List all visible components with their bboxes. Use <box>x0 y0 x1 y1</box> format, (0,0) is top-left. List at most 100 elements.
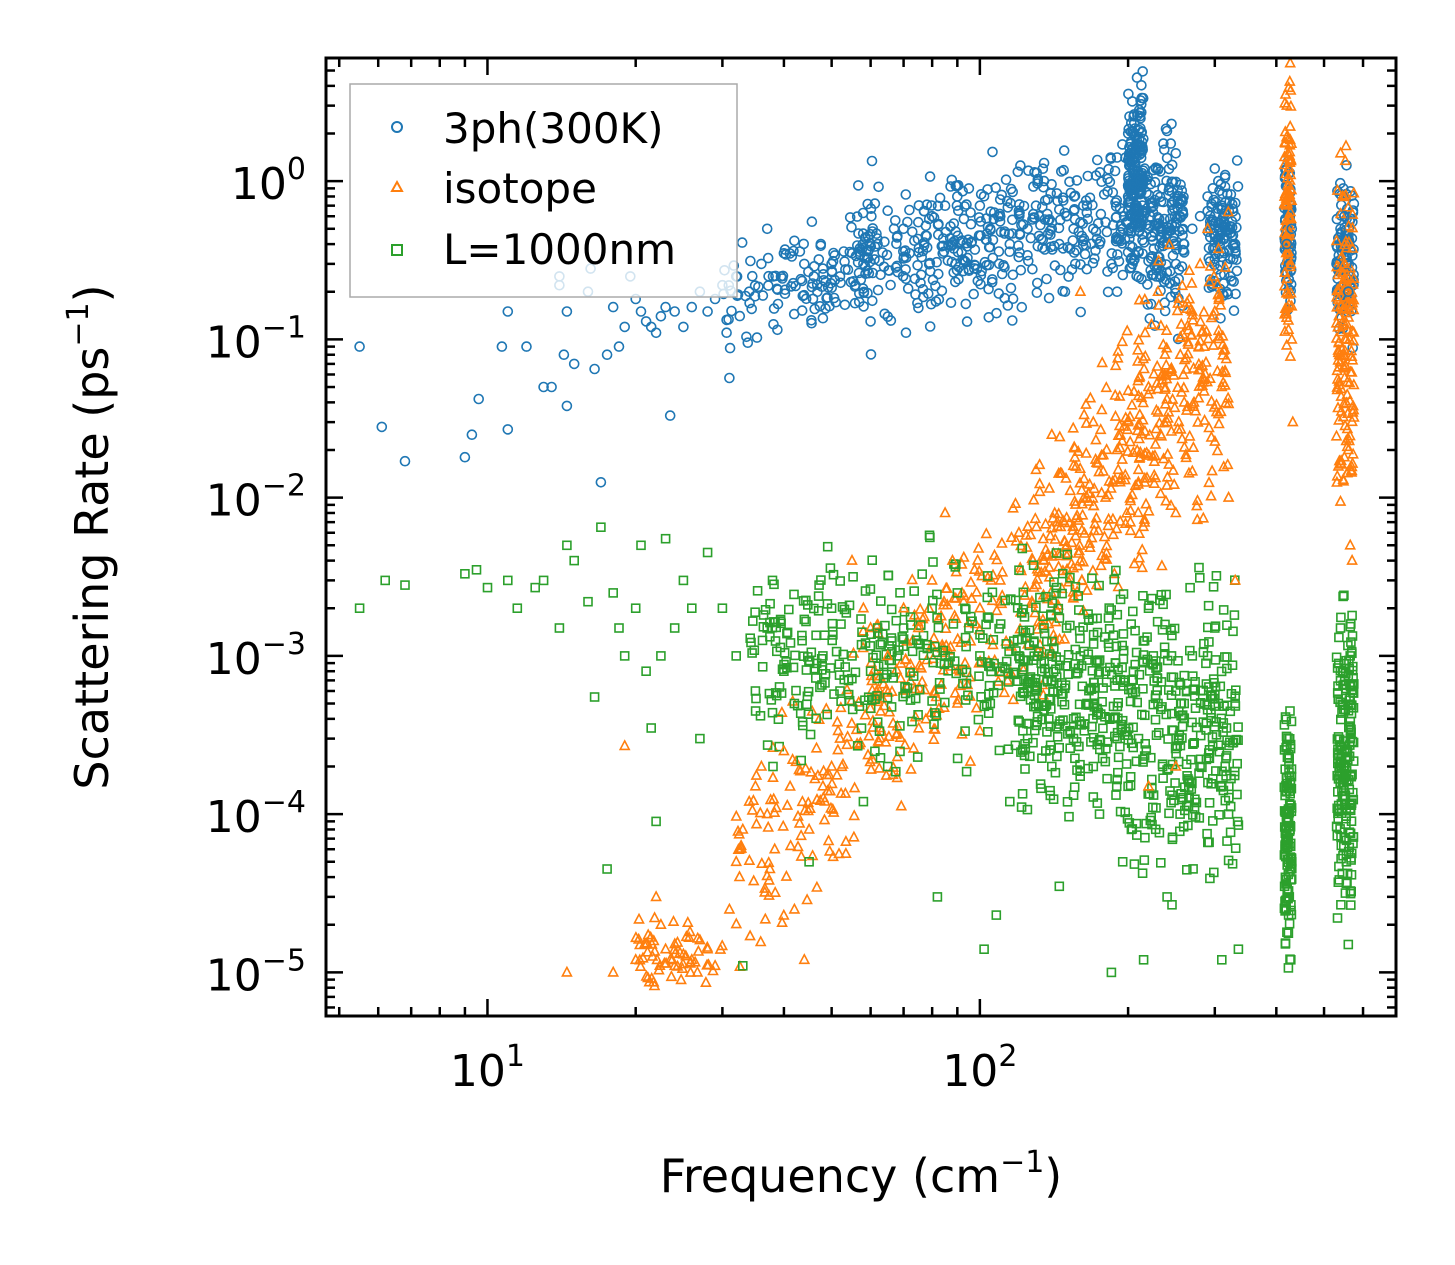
point-3ph <box>1126 181 1137 192</box>
point-3ph <box>882 311 894 322</box>
point-isotope <box>1030 463 1042 475</box>
point-l1000nm <box>994 623 1004 634</box>
point-isotope <box>1203 421 1215 433</box>
point-isotope <box>1183 292 1196 304</box>
point-3ph <box>931 256 943 268</box>
point-isotope <box>965 575 977 587</box>
point-l1000nm <box>1003 744 1014 755</box>
point-l1000nm <box>1018 587 1029 598</box>
point-isotope <box>1095 403 1108 415</box>
point-3ph <box>1157 183 1168 194</box>
point-l1000nm <box>767 707 778 718</box>
point-3ph <box>918 240 930 251</box>
point-isotope <box>1076 497 1089 509</box>
point-l1000nm <box>1084 685 1094 696</box>
point-isotope <box>762 820 775 832</box>
point-l1000nm <box>1042 636 1052 647</box>
point-l1000nm <box>1141 745 1152 755</box>
point-l1000nm <box>958 678 968 689</box>
point-l1000nm <box>785 638 796 648</box>
point-l1000nm <box>1019 688 1029 699</box>
point-isotope <box>1201 222 1214 234</box>
point-3ph <box>1148 243 1160 254</box>
point-3ph <box>1015 264 1027 276</box>
point-isotope <box>1073 538 1086 550</box>
point-isotope <box>1344 394 1356 406</box>
point-isotope <box>1112 463 1125 475</box>
point-isotope <box>839 786 852 798</box>
point-l1000nm <box>898 634 909 644</box>
point-isotope <box>1281 236 1294 248</box>
point-3ph <box>981 259 992 271</box>
point-l1000nm <box>1223 855 1234 866</box>
point-l1000nm <box>1093 707 1104 718</box>
point-isotope <box>833 847 845 859</box>
point-isotope <box>767 770 779 783</box>
point-3ph <box>1177 244 1189 256</box>
point-l1000nm <box>1282 752 1293 763</box>
point-isotope <box>1214 298 1227 310</box>
point-l1000nm <box>1075 771 1085 782</box>
point-isotope <box>796 795 809 807</box>
point-3ph <box>925 298 937 310</box>
point-isotope <box>1077 555 1090 567</box>
point-isotope <box>851 737 863 749</box>
point-isotope <box>1332 360 1345 372</box>
point-isotope <box>1331 383 1344 395</box>
point-isotope <box>820 702 833 714</box>
point-3ph <box>1136 99 1147 110</box>
point-isotope <box>994 573 1007 585</box>
point-3ph <box>721 327 732 339</box>
point-l1000nm <box>1031 686 1041 696</box>
point-isotope <box>629 953 642 965</box>
point-l1000nm <box>757 635 768 646</box>
point-3ph <box>1156 231 1167 243</box>
point-3ph <box>779 284 791 296</box>
point-3ph <box>872 284 884 296</box>
point-3ph <box>1128 255 1139 267</box>
point-l1000nm <box>1224 781 1234 792</box>
point-3ph <box>1137 92 1149 104</box>
point-isotope <box>1198 413 1211 425</box>
point-l1000nm <box>702 547 713 558</box>
point-isotope <box>1070 459 1082 471</box>
point-l1000nm <box>1139 751 1150 761</box>
point-isotope <box>1171 380 1184 393</box>
point-isotope <box>1132 506 1145 518</box>
point-isotope <box>1063 516 1076 528</box>
point-3ph <box>1209 236 1221 248</box>
point-l1000nm <box>400 580 410 590</box>
point-isotope <box>1286 415 1299 427</box>
point-3ph <box>839 256 850 267</box>
point-3ph <box>1102 186 1113 197</box>
point-isotope <box>1332 343 1345 355</box>
point-l1000nm <box>1167 899 1177 910</box>
point-isotope <box>980 527 993 539</box>
point-isotope <box>1087 499 1100 511</box>
point-l1000nm <box>1153 698 1163 709</box>
point-3ph <box>951 191 963 202</box>
point-isotope <box>1281 178 1294 190</box>
point-3ph <box>772 298 784 310</box>
point-isotope <box>1160 494 1172 506</box>
point-3ph <box>1158 138 1169 149</box>
point-l1000nm <box>1346 886 1356 897</box>
point-isotope <box>1341 422 1354 434</box>
point-isotope <box>1203 476 1215 488</box>
point-3ph <box>796 305 808 316</box>
point-isotope <box>823 844 836 856</box>
point-isotope <box>1035 565 1048 577</box>
point-isotope <box>1026 552 1038 564</box>
point-isotope <box>1155 429 1168 441</box>
point-isotope <box>1281 196 1294 208</box>
point-isotope <box>1336 265 1348 277</box>
point-isotope <box>1343 302 1356 314</box>
point-l1000nm <box>1175 809 1185 819</box>
point-l1000nm <box>1223 809 1234 819</box>
point-l1000nm <box>836 696 846 707</box>
point-l1000nm <box>931 710 942 721</box>
point-isotope <box>1187 440 1200 453</box>
point-l1000nm <box>1070 659 1081 669</box>
point-isotope <box>1061 549 1073 561</box>
point-3ph <box>650 327 662 339</box>
